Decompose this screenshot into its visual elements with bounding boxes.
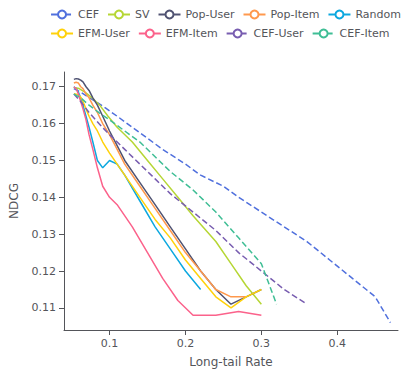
svg-text:CEF-User: CEF-User [254,27,304,40]
svg-text:0.13: 0.13 [32,228,57,241]
svg-text:Random: Random [355,8,401,21]
svg-text:CEF: CEF [78,8,99,21]
svg-text:0.4: 0.4 [329,337,347,350]
svg-text:0.14: 0.14 [32,191,57,204]
svg-text:0.12: 0.12 [32,265,57,278]
svg-text:Pop-User: Pop-User [186,8,235,21]
svg-text:NDCG: NDCG [7,183,21,219]
svg-text:0.1: 0.1 [101,337,119,350]
svg-text:0.17: 0.17 [32,80,57,93]
svg-text:Long-tail Rate: Long-tail Rate [189,355,272,369]
svg-text:0.11: 0.11 [32,301,57,314]
svg-text:EFM-User: EFM-User [78,27,130,40]
svg-text:CEF-Item: CEF-Item [340,27,390,40]
svg-text:0.15: 0.15 [32,154,57,167]
svg-text:0.3: 0.3 [253,337,271,350]
svg-text:0.2: 0.2 [177,337,195,350]
svg-text:SV: SV [135,8,150,21]
svg-text:EFM-Item: EFM-Item [166,27,218,40]
svg-text:0.16: 0.16 [32,117,57,130]
svg-text:Pop-Item: Pop-Item [270,8,319,21]
